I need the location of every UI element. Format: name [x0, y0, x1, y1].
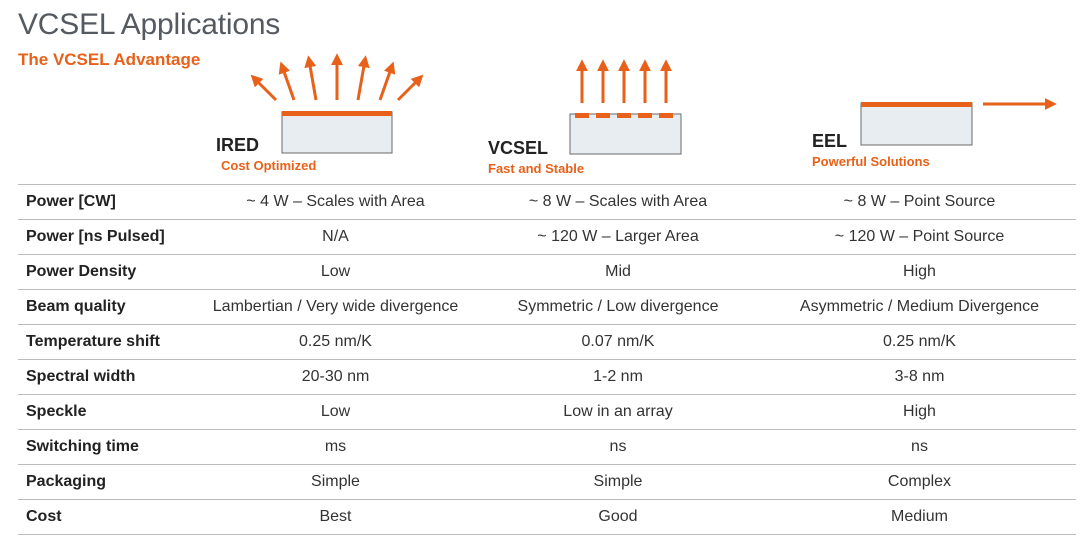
cell-vcsel: ~ 120 W – Larger Area — [473, 219, 763, 255]
row-label: Beam quality — [18, 289, 198, 325]
vcsel-emitters — [575, 113, 673, 118]
comparison-table: Power [CW] ~ 4 W – Scales with Area ~ 8 … — [18, 184, 1076, 535]
page-title: VCSEL Applications — [18, 8, 281, 41]
table-row: Speckle Low Low in an array High — [18, 394, 1076, 430]
row-label: Power Density — [18, 254, 198, 290]
device-tagline-eel: Powerful Solutions — [812, 154, 930, 169]
page-subtitle: The VCSEL Advantage — [18, 50, 201, 69]
table-row: Beam quality Lambertian / Very wide dive… — [18, 289, 1076, 325]
row-label: Speckle — [18, 394, 198, 430]
cell-ired: Best — [198, 499, 473, 535]
cell-vcsel: Good — [473, 499, 763, 535]
device-name-vcsel: VCSEL — [488, 138, 549, 158]
device-tagline-ired: Cost Optimized — [221, 158, 317, 173]
table-row: Spectral width 20-30 nm 1-2 nm 3-8 nm — [18, 359, 1076, 395]
cell-vcsel: 0.07 nm/K — [473, 324, 763, 360]
ired-chip — [281, 111, 393, 154]
eel-diagram — [860, 98, 1057, 146]
cell-vcsel: Low in an array — [473, 394, 763, 430]
row-label: Temperature shift — [18, 324, 198, 360]
table-row: Temperature shift 0.25 nm/K 0.07 nm/K 0.… — [18, 324, 1076, 360]
cell-eel: 0.25 nm/K — [763, 324, 1076, 360]
cell-eel: Asymmetric / Medium Divergence — [763, 289, 1076, 325]
cell-eel: Complex — [763, 464, 1076, 500]
cell-ired: N/A — [198, 219, 473, 255]
cell-eel: ~ 8 W – Point Source — [763, 184, 1076, 220]
row-label: Packaging — [18, 464, 198, 500]
cell-eel: High — [763, 254, 1076, 290]
table-row: Power Density Low Mid High — [18, 254, 1076, 290]
row-label: Power [ns Pulsed] — [18, 219, 198, 255]
cell-eel: 3-8 nm — [763, 359, 1076, 395]
cell-vcsel: ~ 8 W – Scales with Area — [473, 184, 763, 220]
cell-eel: High — [763, 394, 1076, 430]
eel-emitting-layer — [861, 102, 972, 107]
vcsel-diagram — [569, 59, 682, 155]
cell-vcsel: 1-2 nm — [473, 359, 763, 395]
row-label: Switching time — [18, 429, 198, 465]
device-name-eel: EEL — [812, 131, 848, 151]
ired-diagram — [250, 53, 424, 154]
cell-ired: ms — [198, 429, 473, 465]
device-tagline-vcsel: Fast and Stable — [488, 161, 585, 176]
cell-ired: Simple — [198, 464, 473, 500]
cell-ired: ~ 4 W – Scales with Area — [198, 184, 473, 220]
row-label: Spectral width — [18, 359, 198, 395]
table-row: Switching time ms ns ns — [18, 429, 1076, 465]
row-label: Cost — [18, 499, 198, 535]
cell-eel: ns — [763, 429, 1076, 465]
vcsel-chip — [569, 113, 682, 155]
table-row: Power [ns Pulsed] N/A ~ 120 W – Larger A… — [18, 219, 1076, 255]
device-name-ired: IRED — [216, 135, 260, 155]
ired-emission-arrows — [250, 53, 424, 102]
cell-ired: 20-30 nm — [198, 359, 473, 395]
cell-vcsel: Symmetric / Low divergence — [473, 289, 763, 325]
cell-ired: 0.25 nm/K — [198, 324, 473, 360]
row-label: Power [CW] — [18, 184, 198, 220]
vcsel-emission-arrows — [576, 59, 672, 103]
eel-chip — [860, 102, 973, 146]
cell-eel: ~ 120 W – Point Source — [763, 219, 1076, 255]
ired-emitting-layer — [282, 111, 392, 116]
cell-vcsel: Simple — [473, 464, 763, 500]
cell-ired: Low — [198, 394, 473, 430]
device-diagrams — [250, 53, 1057, 155]
cell-eel: Medium — [763, 499, 1076, 535]
cell-vcsel: ns — [473, 429, 763, 465]
table-row: Power [CW] ~ 4 W – Scales with Area ~ 8 … — [18, 184, 1076, 220]
table-row: Packaging Simple Simple Complex — [18, 464, 1076, 500]
cell-ired: Low — [198, 254, 473, 290]
table-row: Cost Best Good Medium — [18, 499, 1076, 535]
cell-vcsel: Mid — [473, 254, 763, 290]
cell-ired: Lambertian / Very wide divergence — [198, 289, 473, 325]
